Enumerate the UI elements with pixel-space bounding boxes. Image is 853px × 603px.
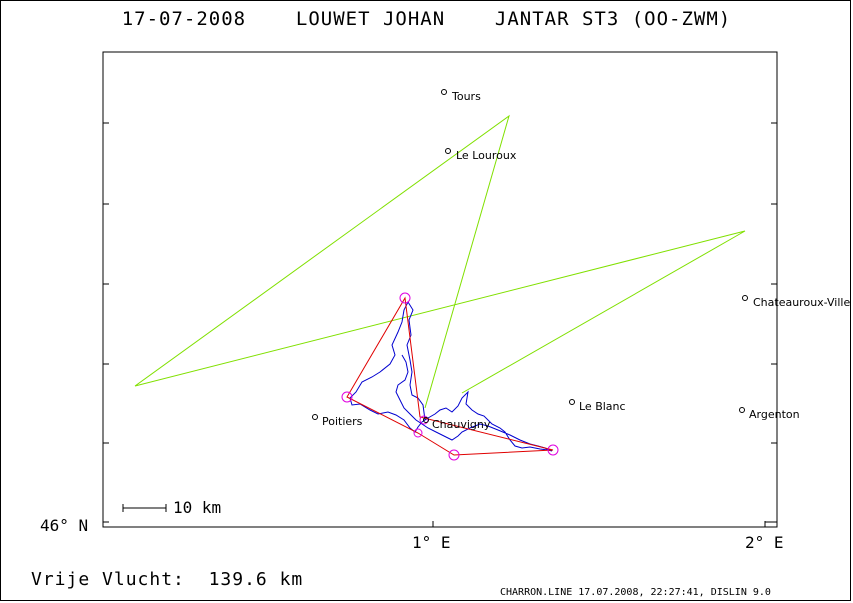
task-route bbox=[134, 114, 746, 409]
page-title: 17-07-2008 LOUWET JOHAN JANTAR ST3 (OO-Z… bbox=[121, 8, 732, 30]
town-label-le-blanc: Le Blanc bbox=[579, 400, 626, 413]
x-axis-ticks bbox=[432, 521, 766, 527]
y-axis-ticks bbox=[103, 122, 109, 523]
turnpoint-marker bbox=[547, 444, 559, 456]
town-marker bbox=[569, 399, 575, 405]
distance-label: Vrije Vlucht: bbox=[31, 569, 185, 590]
distance-summary: Vrije Vlucht: 139.6 km bbox=[31, 569, 303, 590]
scale-bar-label: 10 km bbox=[173, 498, 221, 517]
scale-bar: 10 km bbox=[122, 498, 221, 517]
y-axis-label: 46° N bbox=[40, 516, 88, 535]
map-frame bbox=[102, 51, 778, 528]
town-marker bbox=[739, 407, 745, 413]
town-label-chateauroux: Chateauroux-Ville bbox=[753, 296, 850, 309]
x-axis-label-2: 2° E bbox=[745, 533, 784, 552]
credits-line: CHARRON.LINE 17.07.2008, 22:27:41, DISLI… bbox=[500, 587, 771, 598]
distance-value: 139.6 km bbox=[208, 569, 304, 590]
turnpoints bbox=[341, 292, 559, 461]
town-marker bbox=[441, 89, 447, 95]
town-label-poitiers: Poitiers bbox=[322, 415, 363, 428]
town-markers: Tours Le Louroux Chateauroux-Ville Le Bl… bbox=[312, 89, 850, 431]
town-marker bbox=[742, 295, 748, 301]
town-label-argenton: Argenton bbox=[749, 408, 800, 421]
turnpoint-marker bbox=[413, 428, 423, 438]
town-label-chauvigny: Chauvigny bbox=[432, 418, 491, 431]
turnpoint-marker bbox=[341, 391, 353, 403]
turnpoint-marker bbox=[448, 449, 460, 461]
town-marker bbox=[423, 417, 429, 423]
flight-track bbox=[349, 300, 553, 452]
town-marker bbox=[312, 414, 318, 420]
town-marker bbox=[445, 148, 451, 154]
x-axis-label-1: 1° E bbox=[412, 533, 451, 552]
y-axis-ticks-right bbox=[765, 122, 777, 523]
town-label-tours: Tours bbox=[451, 90, 481, 103]
town-label-le-louroux: Le Louroux bbox=[456, 149, 517, 162]
flight-triangle bbox=[346, 296, 554, 456]
turnpoint-marker bbox=[399, 292, 411, 304]
